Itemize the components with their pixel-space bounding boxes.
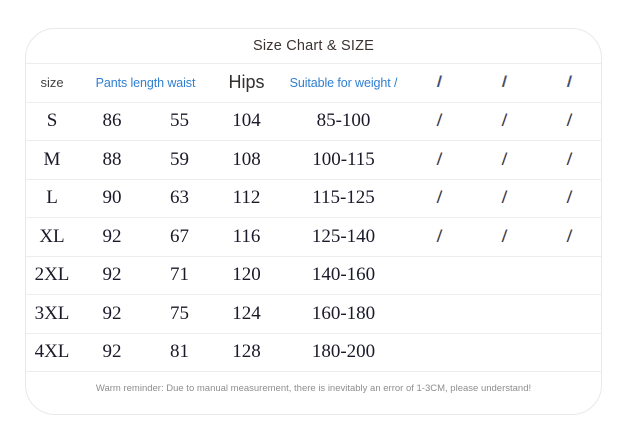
measurement-disclaimer: Warm reminder: Due to manual measurement… xyxy=(95,383,532,394)
cell-hips: 116 xyxy=(213,217,280,257)
cell-waist: 59 xyxy=(146,140,213,180)
table-row: L 90 63 112 115-125 / / / xyxy=(26,179,601,218)
cell-pants-length: 92 xyxy=(78,256,146,295)
cell-weight: 100-115 xyxy=(280,140,407,180)
size-chart-card: Size Chart & SIZE size Pants length wais… xyxy=(25,28,602,415)
cell-size: M xyxy=(26,140,78,180)
cell-extra-1: / xyxy=(407,217,472,257)
cell-extra-3 xyxy=(537,294,601,334)
cell-weight: 140-160 xyxy=(280,256,407,295)
cell-extra-1: / xyxy=(407,102,472,141)
slash-icon: / xyxy=(501,225,508,247)
slash-icon: / xyxy=(437,73,442,91)
cell-pants-length: 92 xyxy=(78,333,146,372)
table-row: S 86 55 104 85-100 / / / xyxy=(26,102,601,141)
cell-waist: 71 xyxy=(146,256,213,295)
cell-hips: 108 xyxy=(213,140,280,180)
cell-extra-3 xyxy=(537,333,601,372)
cell-size: 3XL xyxy=(26,294,78,334)
cell-extra-3: / xyxy=(537,140,601,180)
slash-icon: / xyxy=(566,225,573,247)
cell-pants-length: 90 xyxy=(78,179,146,218)
cell-extra-1 xyxy=(407,256,472,295)
cell-hips: 112 xyxy=(213,179,280,218)
cell-weight: 160-180 xyxy=(280,294,407,334)
table-header-row: size Pants length waist Hips Suitable fo… xyxy=(26,63,601,103)
cell-extra-2: / xyxy=(472,217,537,257)
card-title: Size Chart & SIZE xyxy=(252,38,375,54)
column-header-size: size xyxy=(26,63,78,103)
column-header-hips: Hips xyxy=(213,63,280,103)
slash-icon: / xyxy=(501,110,508,132)
column-header-pants-length-waist: Pants length waist xyxy=(78,63,213,103)
table-header: size Pants length waist Hips Suitable fo… xyxy=(26,63,601,103)
table-row: 4XL 92 81 128 180-200 xyxy=(26,333,601,372)
cell-weight: 85-100 xyxy=(280,102,407,141)
table-row: 2XL 92 71 120 140-160 xyxy=(26,256,601,295)
cell-pants-length: 86 xyxy=(78,102,146,141)
cell-extra-3: / xyxy=(537,217,601,257)
cell-pants-length: 92 xyxy=(78,217,146,257)
slash-icon: / xyxy=(501,187,508,209)
slash-icon: / xyxy=(436,187,443,209)
table-row: 3XL 92 75 124 160-180 xyxy=(26,294,601,334)
table-body: S 86 55 104 85-100 / / / M 88 59 108 100… xyxy=(26,102,601,372)
slash-icon: / xyxy=(502,73,507,91)
cell-waist: 63 xyxy=(146,179,213,218)
column-header-slash-3: / xyxy=(537,63,601,103)
cell-pants-length: 92 xyxy=(78,294,146,334)
cell-extra-1 xyxy=(407,333,472,372)
slash-icon: / xyxy=(436,148,443,170)
cell-pants-length: 88 xyxy=(78,140,146,180)
cell-hips: 120 xyxy=(213,256,280,295)
slash-icon: / xyxy=(566,110,573,132)
cell-extra-1 xyxy=(407,294,472,334)
cell-extra-1: / xyxy=(407,140,472,180)
slash-icon: / xyxy=(501,148,508,170)
cell-size: XL xyxy=(26,217,78,257)
cell-extra-1: / xyxy=(407,179,472,218)
cell-waist: 67 xyxy=(146,217,213,257)
slash-icon: / xyxy=(566,148,573,170)
slash-icon: / xyxy=(566,187,573,209)
column-header-suitable-for-weight: Suitable for weight / xyxy=(280,63,407,103)
cell-hips: 124 xyxy=(213,294,280,334)
cell-waist: 55 xyxy=(146,102,213,141)
slash-icon: / xyxy=(436,110,443,132)
slash-icon: / xyxy=(567,73,572,91)
cell-extra-2: / xyxy=(472,179,537,218)
cell-waist: 75 xyxy=(146,294,213,334)
column-header-slash-1: / xyxy=(407,63,472,103)
cell-weight: 125-140 xyxy=(280,217,407,257)
cell-extra-2 xyxy=(472,256,537,295)
cell-hips: 128 xyxy=(213,333,280,372)
size-chart-table: size Pants length waist Hips Suitable fo… xyxy=(26,63,601,372)
cell-size: L xyxy=(26,179,78,218)
table-row: M 88 59 108 100-115 / / / xyxy=(26,140,601,180)
cell-weight: 115-125 xyxy=(280,179,407,218)
cell-extra-2: / xyxy=(472,102,537,141)
cell-extra-2: / xyxy=(472,140,537,180)
column-header-slash-2: / xyxy=(472,63,537,103)
cell-size: 4XL xyxy=(26,333,78,372)
cell-waist: 81 xyxy=(146,333,213,372)
cell-weight: 180-200 xyxy=(280,333,407,372)
cell-extra-2 xyxy=(472,333,537,372)
cell-extra-3: / xyxy=(537,102,601,141)
slash-icon: / xyxy=(436,225,443,247)
cell-extra-2 xyxy=(472,294,537,334)
cell-size: 2XL xyxy=(26,256,78,295)
table-row: XL 92 67 116 125-140 / / / xyxy=(26,217,601,257)
cell-extra-3: / xyxy=(537,179,601,218)
cell-size: S xyxy=(26,102,78,141)
cell-extra-3 xyxy=(537,256,601,295)
cell-hips: 104 xyxy=(213,102,280,141)
